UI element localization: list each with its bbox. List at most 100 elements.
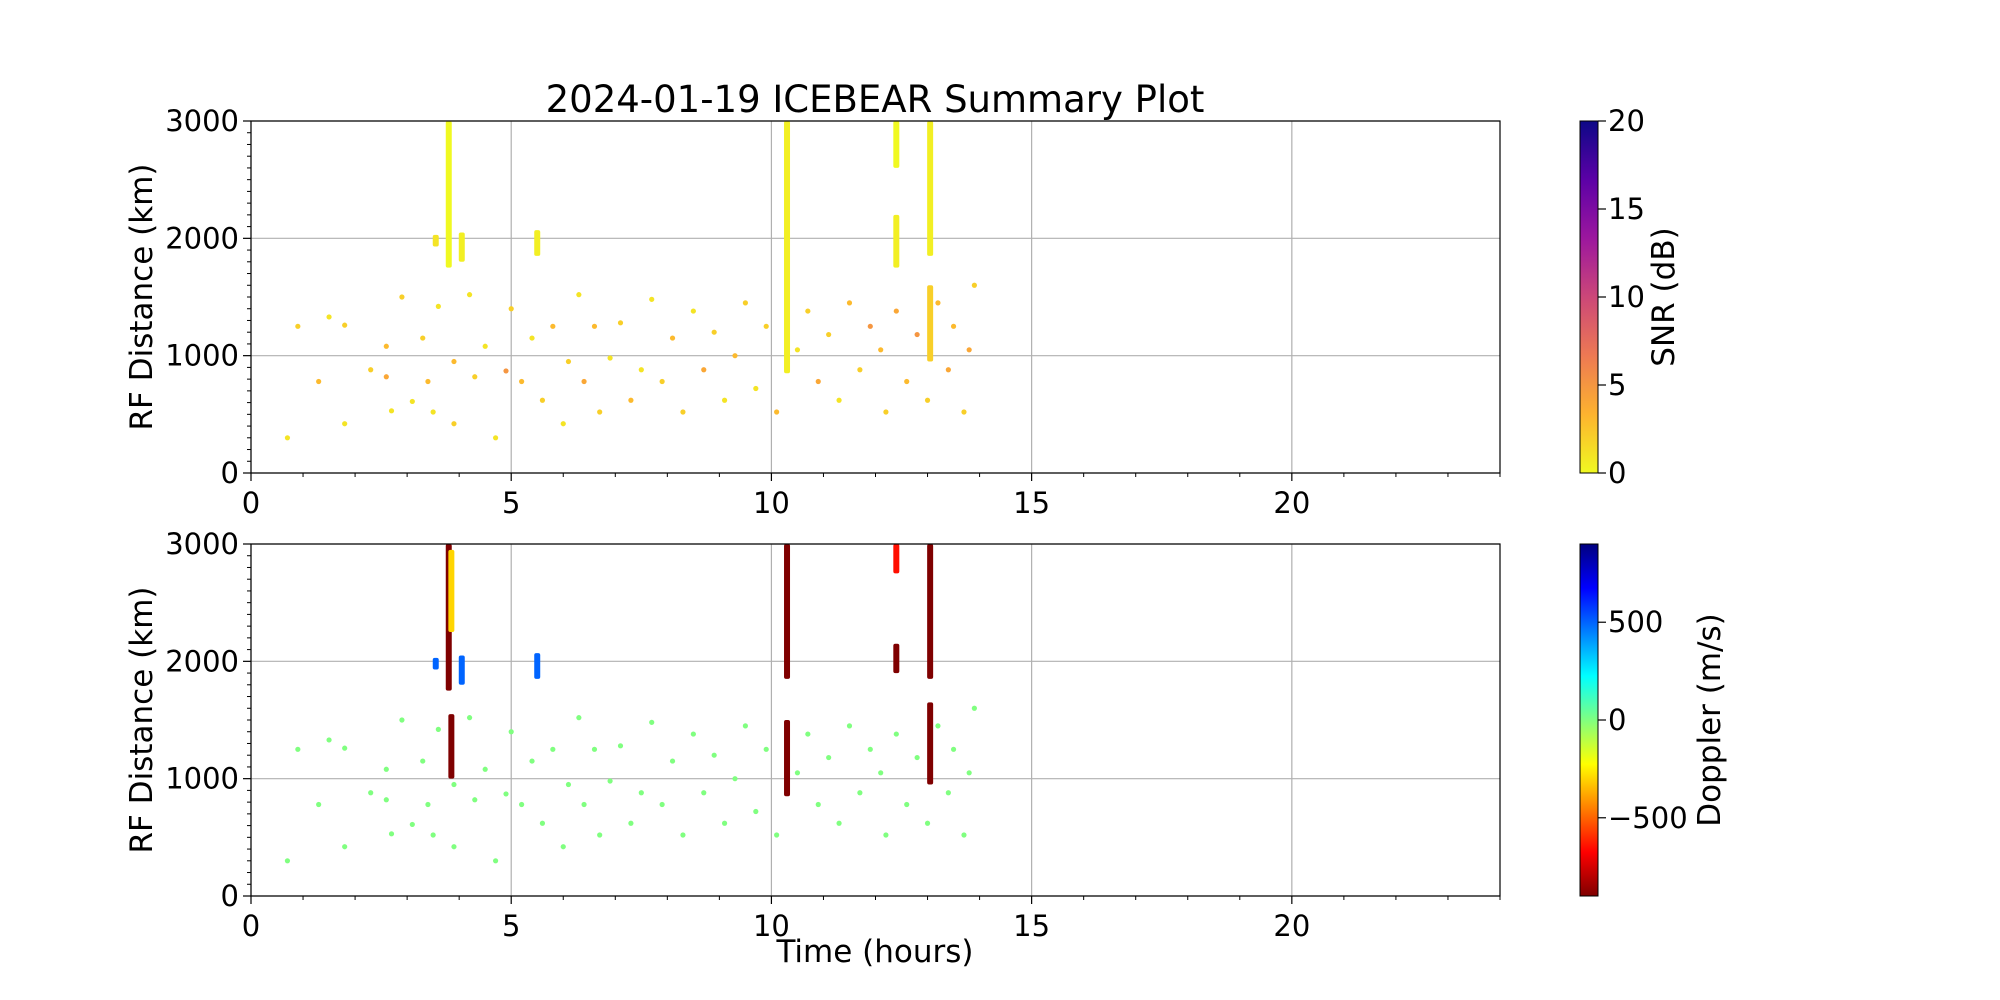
data-point	[316, 801, 322, 808]
data-point	[591, 323, 598, 329]
data-point	[966, 770, 972, 776]
data-point	[316, 378, 322, 385]
doppler-panel-frame	[250, 543, 1501, 897]
data-point	[503, 368, 509, 374]
data-point	[576, 715, 582, 721]
data-point	[597, 832, 603, 838]
data-point	[867, 323, 873, 329]
data-point	[961, 409, 967, 415]
data-point	[794, 347, 801, 353]
data-point	[550, 323, 556, 329]
doppler-panel-ticks: 0 5 10 15 20 0 1000 2000 3000	[165, 527, 1501, 943]
data-point	[774, 409, 780, 415]
data-point	[805, 731, 811, 737]
data-point	[383, 343, 389, 349]
data-point	[368, 367, 374, 373]
data-point	[529, 758, 535, 764]
data-point	[867, 746, 873, 752]
doppler-panel-points	[284, 544, 977, 864]
data-point	[836, 820, 842, 826]
y-tick-label: 2000	[165, 221, 239, 255]
data-point	[893, 731, 899, 737]
x-tick-label: 20	[1273, 909, 1310, 943]
data-point	[435, 726, 441, 732]
streak-mark	[458, 655, 465, 685]
x-tick-label: 15	[1013, 486, 1050, 520]
data-point	[435, 303, 441, 309]
streak-mark	[458, 232, 465, 262]
data-point	[529, 335, 535, 341]
snr-panel-ticks: 0 5 10 15 20 0 1000 2000 3000	[165, 104, 1501, 520]
y-tick-label: 0	[221, 456, 239, 490]
data-point	[857, 367, 863, 373]
doppler-panel-grid	[250, 543, 1500, 897]
data-point	[326, 737, 332, 743]
data-point	[519, 801, 525, 808]
data-point	[893, 308, 899, 314]
data-point	[904, 378, 910, 385]
data-point	[826, 754, 832, 761]
data-point	[914, 331, 920, 338]
data-point	[971, 705, 977, 711]
data-point	[961, 832, 967, 838]
data-point	[581, 378, 587, 385]
data-point	[342, 421, 348, 427]
x-tick-label: 0	[242, 486, 260, 520]
data-point	[659, 801, 665, 808]
x-tick-label: 20	[1273, 486, 1310, 520]
data-point	[482, 766, 488, 772]
data-point	[342, 745, 348, 751]
streak-mark	[927, 121, 934, 256]
data-point	[711, 329, 717, 335]
streak-mark	[534, 230, 541, 256]
x-tick-label: 5	[502, 486, 520, 520]
data-point	[368, 790, 374, 796]
data-point	[482, 343, 488, 349]
data-point	[846, 723, 853, 729]
data-point	[753, 808, 759, 815]
data-point	[878, 770, 884, 776]
x-tick-label: 5	[502, 909, 520, 943]
data-point	[721, 820, 728, 826]
data-point	[607, 778, 613, 784]
data-point	[805, 308, 811, 314]
data-point	[742, 723, 748, 729]
doppler-panel-ylabel: RF Distance (km)	[124, 587, 160, 854]
snr-panel-frame	[250, 120, 1501, 474]
data-point	[466, 715, 473, 721]
data-point	[576, 292, 582, 298]
colorbar-tick-label: 0	[1608, 703, 1626, 737]
y-tick-label: 2000	[165, 644, 239, 678]
data-point	[649, 719, 655, 725]
data-point	[732, 776, 738, 782]
data-point	[451, 844, 457, 850]
snr-colorbar: 0 5 10 15 20 SNR (dB)	[1579, 104, 1682, 490]
doppler-colorbar-gradient	[1579, 543, 1599, 897]
data-point	[669, 335, 676, 341]
data-point	[560, 421, 566, 427]
doppler-panel-xlabel: Time (hours)	[775, 934, 973, 970]
data-point	[742, 300, 748, 306]
data-point	[519, 378, 525, 385]
data-point	[539, 820, 546, 826]
data-point	[508, 306, 514, 312]
data-point	[883, 832, 889, 838]
doppler-colorbar-ticks: −500 0 500	[1598, 605, 1688, 835]
data-point	[420, 335, 426, 341]
doppler-colorbar: −500 0 500 Doppler (m/s)	[1579, 543, 1728, 897]
data-point	[732, 353, 738, 359]
data-point	[565, 781, 572, 788]
data-point	[466, 292, 473, 298]
colorbar-tick-label: 500	[1608, 605, 1663, 639]
streak-mark	[893, 121, 900, 168]
data-point	[638, 790, 644, 796]
figure-title: 2024-01-19 ICEBEAR Summary Plot	[546, 78, 1205, 121]
data-point	[451, 421, 457, 427]
data-point	[451, 358, 457, 365]
data-point	[711, 752, 717, 758]
y-tick-label: 0	[221, 879, 239, 913]
data-point	[295, 323, 301, 329]
colorbar-tick-label: 15	[1608, 192, 1645, 226]
data-point	[914, 754, 920, 761]
data-point	[383, 766, 389, 772]
